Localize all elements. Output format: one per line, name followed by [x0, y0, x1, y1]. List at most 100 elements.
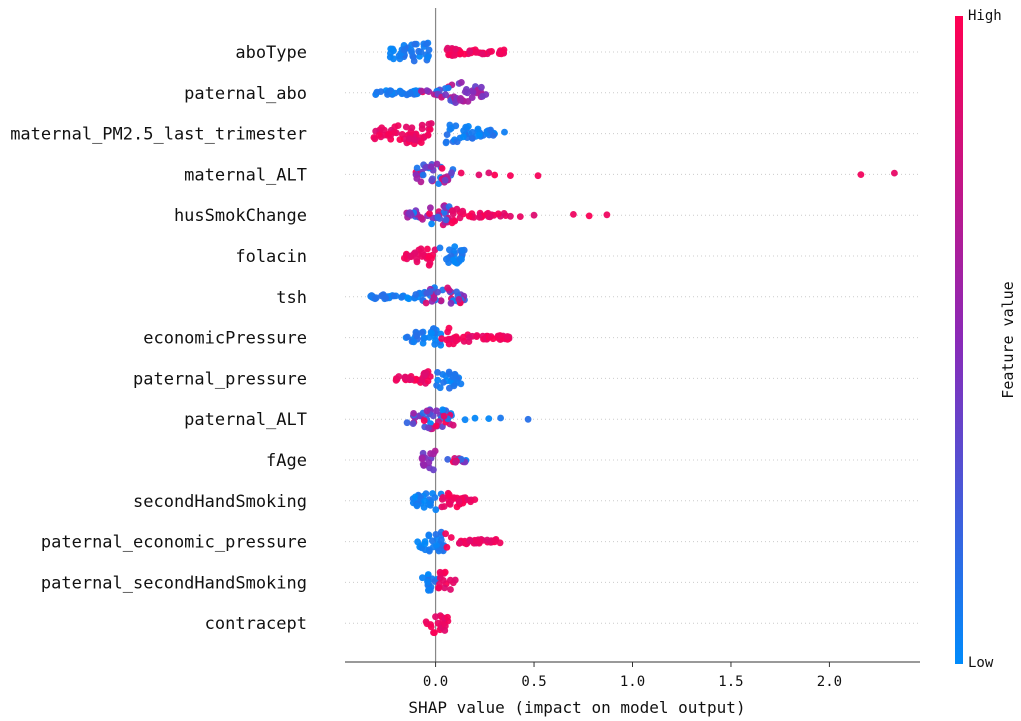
feature-labels: aboType paternal_abo maternal_PM2.5_last_t…: [10, 43, 307, 634]
shap-dot: [496, 332, 504, 339]
shap-dot: [431, 629, 438, 637]
shap-dot: [440, 379, 447, 386]
feature-label: maternal_ALT: [184, 165, 307, 185]
colorbar-high-label: High: [968, 8, 1002, 24]
shap-dot: [435, 584, 443, 592]
shap-dot: [487, 126, 494, 134]
shap-dot: [473, 332, 481, 339]
shap-dot: [466, 537, 474, 545]
shap-dot: [390, 292, 398, 300]
shap-dot: [442, 139, 450, 147]
shap-dot: [425, 46, 433, 54]
x-tick-label: 0.5: [521, 674, 546, 690]
shap-dot: [458, 247, 466, 254]
shap-dot: [424, 578, 431, 586]
shap-dot: [468, 94, 476, 101]
shap-dot: [485, 169, 493, 177]
shap-dot: [404, 333, 411, 341]
shap-dot: [398, 294, 405, 301]
shap-dot: [418, 121, 426, 129]
shap-dot: [391, 129, 398, 136]
x-tick-label: 1.5: [718, 674, 743, 690]
shap-dot: [530, 211, 538, 219]
x-ticks: 0.0 0.5 1.0 1.5 2.0: [423, 662, 842, 690]
shap-dot: [460, 127, 467, 135]
shap-dot: [431, 494, 439, 501]
feature-label: paternal_ALT: [184, 410, 307, 430]
shap-dot: [403, 419, 411, 427]
shap-dot: [443, 543, 451, 551]
shap-dot: [438, 495, 446, 503]
shap-dot: [425, 424, 432, 432]
shap-dot: [421, 540, 429, 548]
shap-dot: [433, 160, 441, 168]
shap-dot: [411, 136, 418, 144]
shap-dot: [449, 421, 457, 429]
shap-dot: [476, 538, 484, 546]
shap-dot: [411, 493, 419, 501]
shap-dot: [422, 618, 430, 626]
shap-dot: [373, 88, 381, 96]
shap-dot: [402, 123, 410, 131]
shap-dot: [427, 623, 435, 631]
x-axis-title: SHAP value (impact on model output): [408, 698, 745, 717]
shap-dot: [429, 537, 436, 545]
shap-dots: [367, 39, 898, 637]
shap-dot: [447, 534, 455, 541]
shap-dot: [485, 415, 493, 422]
shap-dot: [411, 40, 419, 48]
feature-label: husSmokChange: [174, 206, 307, 226]
shap-dot: [408, 124, 416, 132]
shap-dot: [445, 368, 453, 376]
shap-dot: [425, 120, 433, 128]
shap-dot: [432, 531, 440, 538]
shap-dot: [585, 212, 593, 220]
shap-dot: [524, 415, 532, 423]
shap-dot: [452, 45, 460, 53]
shap-dot: [475, 171, 483, 179]
shap-dot: [410, 338, 418, 346]
shap-dot: [426, 210, 433, 218]
shap-dot: [479, 50, 486, 58]
shap-dot: [424, 377, 432, 385]
shap-dot: [412, 291, 420, 298]
shap-dot: [460, 333, 467, 341]
shap-dot: [476, 131, 483, 139]
shap-dot: [451, 217, 459, 225]
shap-dot: [424, 245, 431, 253]
shap-dot: [455, 296, 463, 303]
shap-dot: [409, 420, 417, 427]
shap-dot: [436, 244, 444, 252]
shap-dot: [516, 213, 524, 221]
shap-dot: [419, 249, 426, 257]
shap-dot: [424, 131, 432, 139]
shap-dot: [448, 169, 455, 177]
shap-dot: [400, 46, 408, 54]
shap-dot: [407, 252, 414, 260]
x-tick-label: 0.0: [423, 674, 448, 690]
shap-dot: [403, 374, 411, 382]
shap-dot: [434, 369, 441, 376]
shap-dot: [496, 539, 504, 547]
colorbar: [955, 16, 963, 664]
shap-dot: [471, 414, 479, 422]
shap-dot: [469, 88, 477, 96]
shap-dot: [440, 412, 448, 420]
shap-dot: [430, 295, 438, 302]
shap-dot: [380, 126, 388, 134]
x-tick-label: 1.0: [620, 674, 645, 690]
shap-dot: [421, 334, 428, 342]
shap-dot: [403, 294, 411, 302]
shap-dot: [440, 577, 447, 584]
shap-dot: [534, 172, 542, 180]
shap-dot: [447, 299, 455, 307]
shap-dot: [425, 532, 433, 540]
shap-dot: [425, 261, 433, 269]
colorbar-low-label: Low: [968, 655, 994, 671]
shap-dot: [437, 297, 445, 305]
shap-dot: [452, 458, 459, 466]
shap-dot: [428, 176, 436, 184]
shap-dot: [445, 324, 453, 332]
feature-label: fAge: [266, 451, 307, 471]
